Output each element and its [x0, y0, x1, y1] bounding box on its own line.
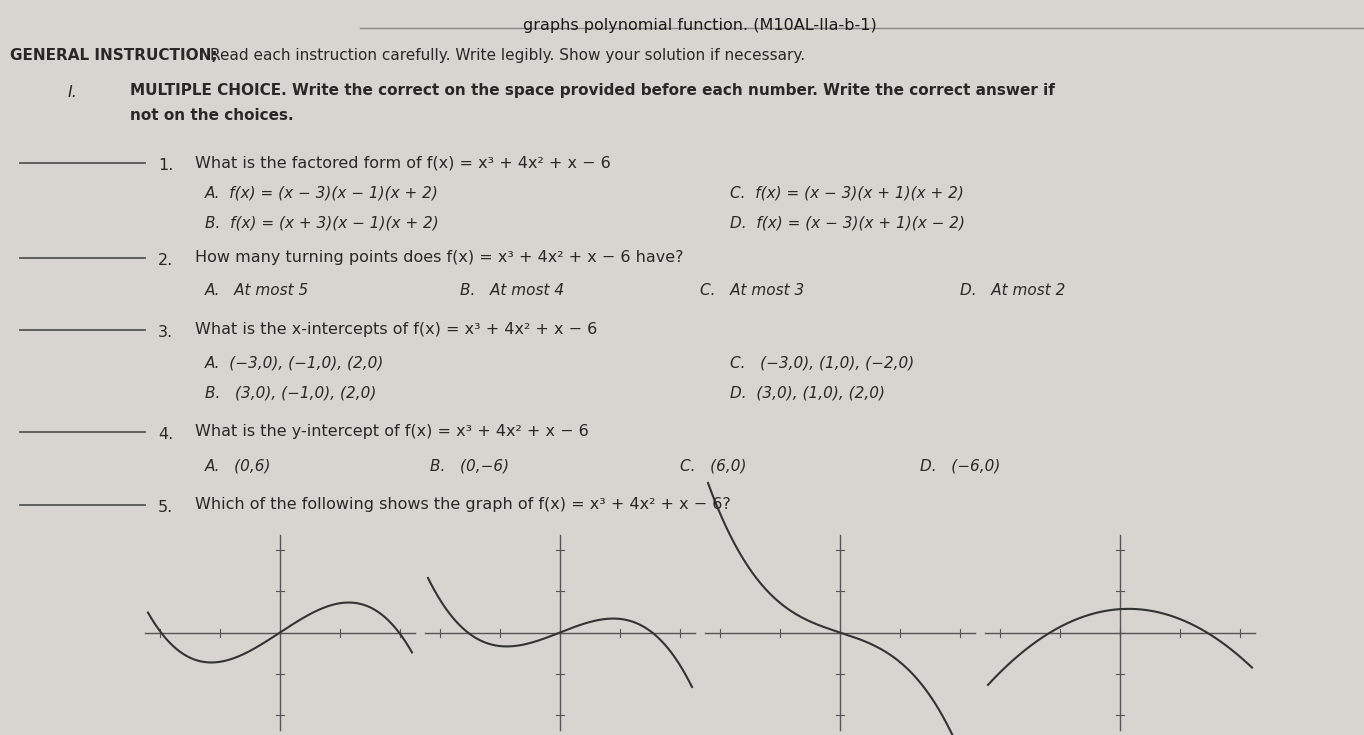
Text: A.  (−3,0), (−1,0), (2,0): A. (−3,0), (−1,0), (2,0) [205, 355, 385, 370]
Text: GENERAL INSTRUCTION;: GENERAL INSTRUCTION; [10, 48, 218, 63]
Text: D.  (3,0), (1,0), (2,0): D. (3,0), (1,0), (2,0) [730, 385, 885, 400]
Text: B.   (0,−6): B. (0,−6) [430, 458, 509, 473]
Text: B.   (3,0), (−1,0), (2,0): B. (3,0), (−1,0), (2,0) [205, 385, 376, 400]
Text: D.   At most 2: D. At most 2 [960, 283, 1065, 298]
Text: MULTIPLE CHOICE. Write the correct on the space provided before each number. Wri: MULTIPLE CHOICE. Write the correct on th… [130, 83, 1054, 98]
Text: Which of the following shows the graph of f(x) = x³ + 4x² + x − 6?: Which of the following shows the graph o… [195, 497, 731, 512]
Text: D.   (−6,0): D. (−6,0) [919, 458, 1000, 473]
Text: A.  f(x) = (x − 3)(x − 1)(x + 2): A. f(x) = (x − 3)(x − 1)(x + 2) [205, 185, 439, 200]
Text: 4.: 4. [158, 427, 173, 442]
Text: Read each instruction carefully. Write legibly. Show your solution if necessary.: Read each instruction carefully. Write l… [210, 48, 805, 63]
Text: not on the choices.: not on the choices. [130, 108, 293, 123]
Text: B.   At most 4: B. At most 4 [460, 283, 565, 298]
Text: What is the y-intercept of f(x) = x³ + 4x² + x − 6: What is the y-intercept of f(x) = x³ + 4… [195, 424, 589, 439]
Text: C.   (6,0): C. (6,0) [681, 458, 746, 473]
Text: C.  f(x) = (x − 3)(x + 1)(x + 2): C. f(x) = (x − 3)(x + 1)(x + 2) [730, 185, 964, 200]
Text: I.: I. [68, 85, 78, 100]
Text: C.   At most 3: C. At most 3 [700, 283, 805, 298]
Text: graphs polynomial function. (M10AL-IIa-b-1): graphs polynomial function. (M10AL-IIa-b… [524, 18, 877, 33]
Text: How many turning points does f(x) = x³ + 4x² + x − 6 have?: How many turning points does f(x) = x³ +… [195, 250, 683, 265]
Text: What is the x-intercepts of f(x) = x³ + 4x² + x − 6: What is the x-intercepts of f(x) = x³ + … [195, 322, 597, 337]
Text: 3.: 3. [158, 325, 173, 340]
Text: C.   (−3,0), (1,0), (−2,0): C. (−3,0), (1,0), (−2,0) [730, 355, 914, 370]
Text: What is the factored form of f(x) = x³ + 4x² + x − 6: What is the factored form of f(x) = x³ +… [195, 155, 611, 170]
Text: 5.: 5. [158, 500, 173, 515]
Text: 2.: 2. [158, 253, 173, 268]
Text: B.  f(x) = (x + 3)(x − 1)(x + 2): B. f(x) = (x + 3)(x − 1)(x + 2) [205, 215, 439, 230]
Text: A.   (0,6): A. (0,6) [205, 458, 271, 473]
Text: 1.: 1. [158, 158, 173, 173]
Text: D.  f(x) = (x − 3)(x + 1)(x − 2): D. f(x) = (x − 3)(x + 1)(x − 2) [730, 215, 964, 230]
Text: A.   At most 5: A. At most 5 [205, 283, 310, 298]
